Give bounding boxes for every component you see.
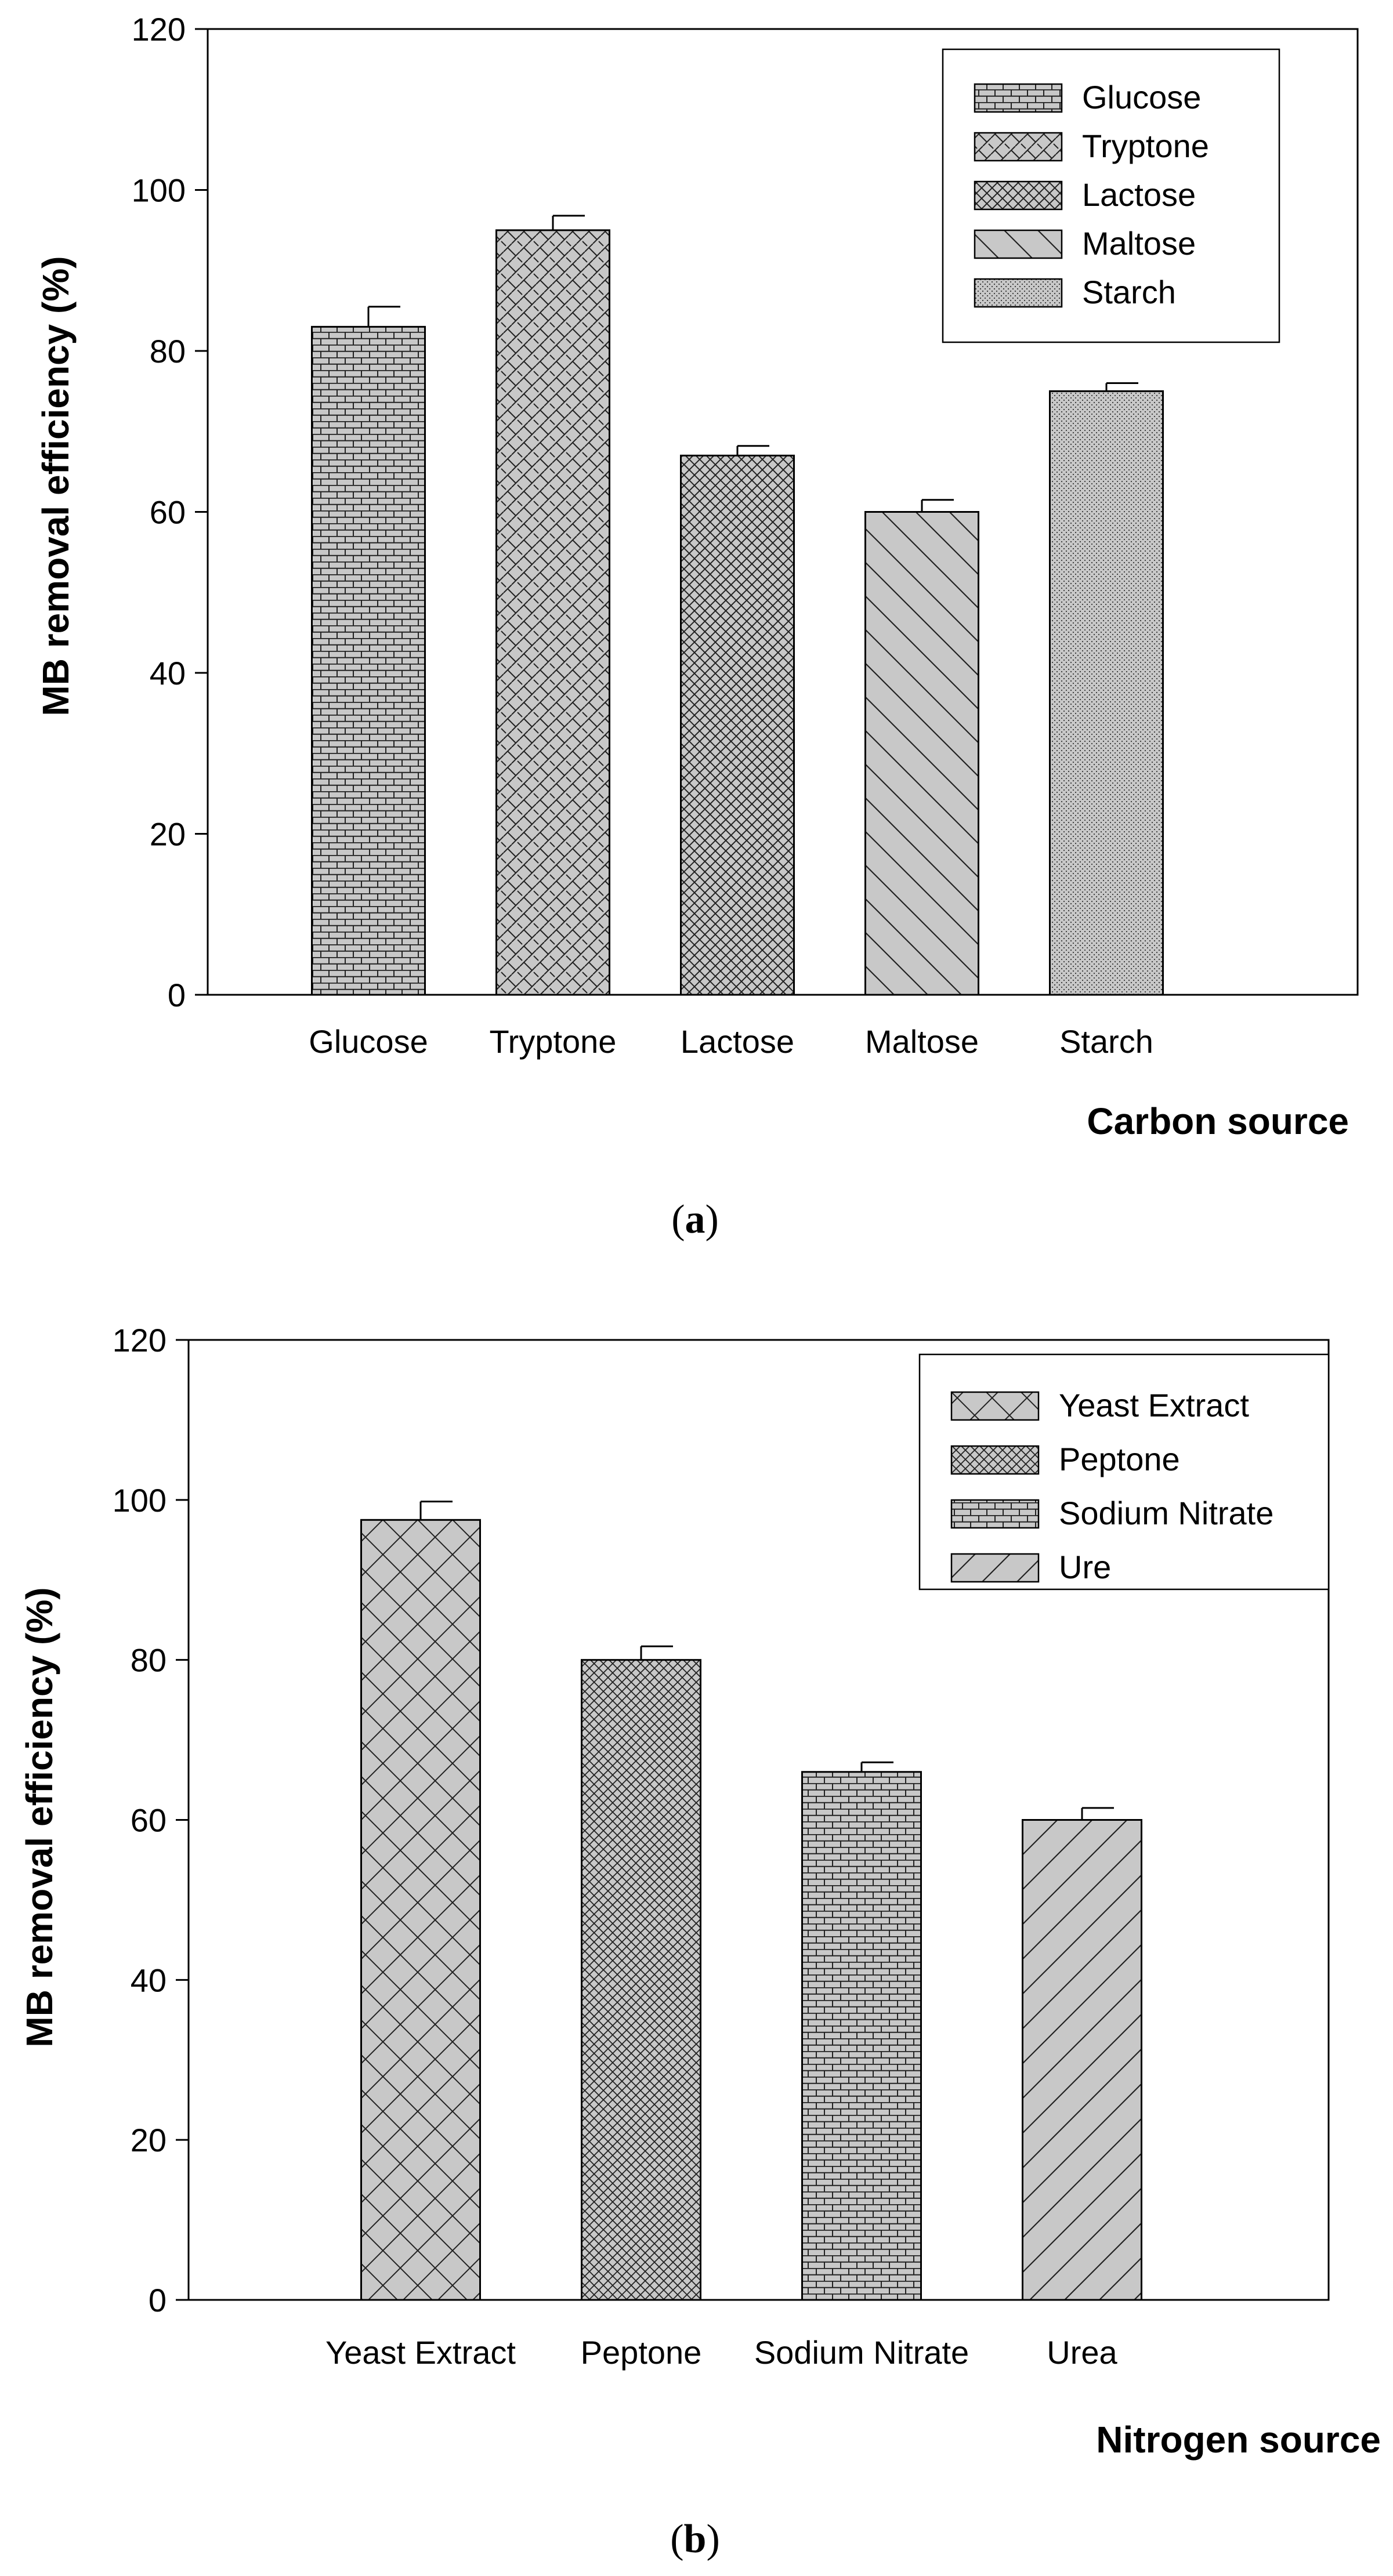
x-tick-label: Starch [1059,1023,1153,1060]
legend-swatch [950,1553,1040,1583]
y-tick-label: 100 [113,1482,167,1519]
legend-label: Glucose [1082,79,1201,115]
legend-swatch [974,229,1063,259]
x-tick-label: Sodium Nitrate [754,2334,969,2371]
x-tick-label: Glucose [309,1023,428,1060]
x-tick-label: Maltose [865,1023,979,1060]
panel-caption: (a) [671,1197,719,1242]
legend-label: Lactose [1082,176,1196,213]
chart-carbon-source: 0 20 40 60 80 100 120 Glucose Tryptone Lactose Mal… [35,11,1359,1242]
bar-lactose [680,454,795,996]
x-axis-label: Nitrogen source [1096,2419,1381,2461]
plot-area: 0 20 40 60 80 100 120 Glucose Tryptone Lactose Mal… [132,11,1359,1060]
y-tick-label: 120 [132,11,186,48]
legend-swatch [974,83,1063,113]
y-tick-label: 20 [150,816,186,853]
svg-text:(b): (b) [670,2517,720,2561]
legend-label: Yeast Extract [1059,1387,1249,1423]
x-tick-label: Urea [1047,2334,1117,2371]
y-tick-label: 120 [113,1322,167,1358]
legend-swatch [974,132,1063,162]
x-tick-label: Peptone [581,2334,702,2371]
bar-urea [1022,1819,1142,2301]
legend-swatch [974,278,1063,308]
legend-label: Peptone [1059,1441,1180,1477]
legend-label: Maltose [1082,225,1196,262]
legend-label: Starch [1082,274,1176,310]
bar-tryptone [495,229,610,996]
y-tick-label: 20 [131,2122,167,2158]
legend-swatch [974,180,1063,211]
legend-label: Sodium Nitrate [1059,1495,1273,1531]
svg-text:(a): (a) [671,1197,719,1242]
x-tick-label: Lactose [681,1023,794,1060]
bar-peptone [581,1659,701,2301]
legend-label: Tryptone [1082,128,1209,164]
y-tick-label: 80 [150,333,186,369]
y-tick-label: 0 [149,2282,167,2318]
chart-nitrogen-source: 0 20 40 60 80 100 120 Yeast Extract Peptone Sodiu… [19,1322,1381,2561]
x-tick-label: Yeast Extract [325,2334,516,2371]
y-tick-label: 0 [168,977,186,1013]
y-tick-label: 40 [131,1962,167,1998]
legend-swatch [950,1391,1040,1421]
legend: Yeast Extract Peptone Sodium Nitrate Ure [918,1353,1330,1590]
panel-caption: (b) [670,2517,720,2561]
y-tick-label: 60 [150,494,186,531]
legend-swatch [950,1499,1040,1529]
legend-label: Ure [1059,1549,1111,1585]
y-axis-label: MB removal efficiency (%) [19,1587,60,2047]
y-tick-label: 100 [132,172,186,209]
y-tick-label: 60 [131,1802,167,1839]
bar-starch [1049,390,1164,996]
y-tick-label: 40 [150,655,186,691]
y-axis-label: MB removal efficiency (%) [35,256,77,716]
bar-yeast-extract [360,1519,481,2301]
plot-area: 0 20 40 60 80 100 120 Yeast Extract Peptone Sodiu… [113,1322,1330,2371]
x-tick-label: Tryptone [490,1023,617,1060]
bar-glucose [311,325,426,996]
legend: Glucose Tryptone Lactose Maltose Starch [942,48,1280,343]
bar-maltose [864,511,979,996]
x-axis-label: Carbon source [1087,1100,1349,1142]
legend-swatch [950,1445,1040,1475]
bar-sodium-nitrate [801,1771,922,2301]
y-tick-label: 80 [131,1642,167,1679]
